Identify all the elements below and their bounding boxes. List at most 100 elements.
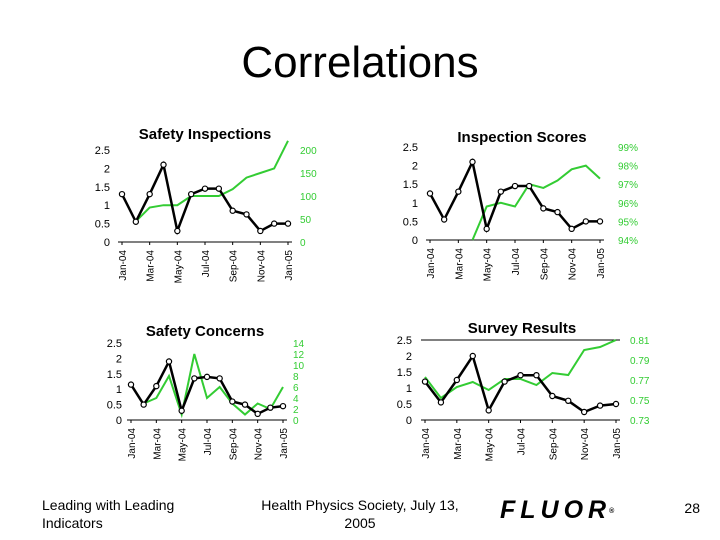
y-left-tick-label: 0.5 (397, 399, 412, 411)
x-tick-label: Jan-05 (612, 428, 623, 459)
chart-title: Survey Results (468, 320, 576, 337)
data-point-black (267, 404, 274, 411)
chart-title: Safety Inspections (139, 126, 272, 143)
x-tick-label: Mar-04 (152, 428, 163, 460)
data-point-black (257, 227, 264, 235)
chart-title: Inspection Scores (457, 129, 586, 146)
y-left-tick-label: 2 (412, 161, 418, 173)
x-tick-label: Mar-04 (454, 248, 465, 280)
data-point-black (140, 401, 147, 408)
data-point-black (469, 352, 476, 360)
series-line-black (424, 353, 617, 414)
y-right-tick-label: 0.73 (630, 416, 650, 427)
y-right-tick-label: 0 (293, 416, 299, 427)
data-point-black (243, 211, 250, 218)
data-point-black (437, 399, 445, 406)
data-point-black (501, 378, 508, 385)
data-point-black (469, 158, 476, 166)
data-point-black (485, 407, 492, 414)
y-left-tick-label: 1 (412, 198, 418, 210)
footer-presentation-title: Leading with Leading Indicators (42, 497, 175, 531)
data-point-black (511, 182, 519, 190)
data-point-black (596, 402, 604, 409)
data-point-black (187, 190, 195, 198)
y-right-tick-label: 0 (300, 238, 306, 249)
x-tick-label: Jan-05 (596, 248, 607, 279)
data-point-black (146, 190, 153, 198)
y-right-tick-label: 2 (293, 405, 299, 416)
x-tick-label: May-04 (173, 250, 184, 284)
slide-title: Correlations (241, 38, 479, 87)
registered-mark: ® (609, 507, 615, 515)
y-left-tick-label: 1.5 (95, 182, 110, 194)
data-point-black (127, 381, 135, 388)
x-tick-label: May-04 (483, 248, 494, 282)
y-left-tick-label: 0.5 (107, 400, 122, 412)
data-point-black (174, 227, 181, 235)
y-right-tick-label: 14 (293, 339, 305, 350)
data-point-black (201, 185, 209, 192)
x-tick-label: May-04 (178, 428, 189, 462)
y-left-tick-label: 1.5 (403, 179, 418, 191)
y-right-tick-label: 200 (300, 146, 317, 157)
data-point-black (533, 372, 540, 379)
y-right-tick-label: 0.79 (630, 356, 650, 367)
x-tick-label: Jul-04 (201, 250, 212, 278)
y-right-tick-label: 4 (293, 394, 299, 405)
data-point-black (229, 398, 236, 405)
y-left-tick-label: 1.5 (107, 369, 122, 381)
x-tick-label: May-04 (485, 428, 496, 462)
data-point-black (160, 161, 167, 168)
y-right-tick-label: 0.75 (630, 396, 650, 407)
data-point-black (229, 207, 236, 214)
data-point-black (517, 372, 524, 379)
x-tick-label: Jan-04 (118, 250, 129, 281)
y-right-tick-label: 0.81 (630, 336, 650, 347)
y-left-tick-label: 2 (104, 163, 110, 175)
y-left-tick-label: 0 (116, 415, 122, 427)
data-point-black (215, 185, 223, 192)
y-left-tick-label: 1 (116, 384, 122, 396)
y-left-tick-label: 0 (104, 237, 110, 249)
data-point-black (270, 220, 278, 227)
y-left-tick-label: 2.5 (107, 338, 122, 350)
y-right-tick-label: 6 (293, 383, 299, 394)
data-point-black (596, 218, 604, 225)
y-left-tick-label: 2.5 (397, 335, 412, 347)
data-point-black (497, 188, 505, 195)
series-line-green (143, 353, 284, 419)
y-right-tick-label: 94% (618, 236, 638, 247)
data-point-black (132, 218, 140, 225)
data-point-black (440, 216, 448, 223)
y-left-tick-label: 0.5 (403, 216, 418, 228)
x-tick-label: Jan-04 (421, 428, 432, 459)
x-tick-label: Sep-04 (548, 428, 559, 461)
x-tick-label: Jan-05 (279, 428, 290, 459)
y-right-tick-label: 10 (293, 361, 305, 372)
series-line-green (471, 164, 601, 241)
data-point-black (453, 376, 461, 384)
footer-event: Health Physics Society, July 13, 2005 (261, 497, 459, 531)
data-point-black (426, 190, 434, 197)
y-right-tick-label: 50 (300, 215, 312, 226)
page-number: 28 (684, 500, 700, 516)
y-left-tick-label: 2 (406, 351, 412, 363)
y-left-tick-label: 2.5 (95, 145, 110, 157)
data-point-black (549, 392, 556, 400)
x-tick-label: Sep-04 (229, 250, 240, 283)
data-point-black (582, 218, 590, 225)
y-right-tick-label: 97% (618, 180, 638, 191)
x-tick-label: Nov-04 (254, 428, 265, 461)
data-point-black (241, 401, 249, 408)
y-right-tick-label: 8 (293, 372, 299, 383)
y-right-tick-label: 99% (618, 143, 638, 154)
logo-text: FLUOR (500, 496, 612, 524)
x-tick-label: Mar-04 (146, 250, 157, 282)
series-line-green (135, 140, 289, 223)
y-left-tick-label: 1 (406, 383, 412, 395)
y-left-tick-label: 0.5 (95, 219, 110, 231)
data-point-black (455, 188, 462, 195)
y-left-tick-label: 1.5 (397, 367, 412, 379)
data-point-black (565, 397, 572, 404)
